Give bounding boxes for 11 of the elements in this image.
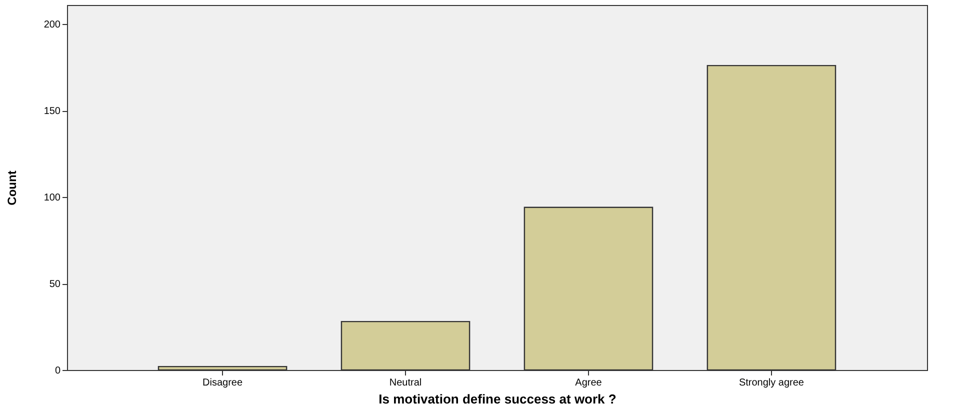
y-tick-label: 0: [54, 366, 61, 376]
y-tick-label: 200: [44, 20, 61, 31]
y-tick-label: 50: [49, 279, 61, 290]
y-axis-title: Count: [4, 170, 19, 206]
x-axis-title: Is motivation define success at work ?: [378, 392, 616, 406]
x-tick-label: Neutral: [389, 378, 422, 388]
y-tick-label: 100: [44, 192, 61, 204]
x-tick-label: Strongly agree: [738, 378, 804, 388]
y-tick-label: 150: [44, 106, 61, 118]
x-tick-label: Agree: [575, 378, 602, 388]
x-tick-label: Disagree: [202, 378, 243, 388]
